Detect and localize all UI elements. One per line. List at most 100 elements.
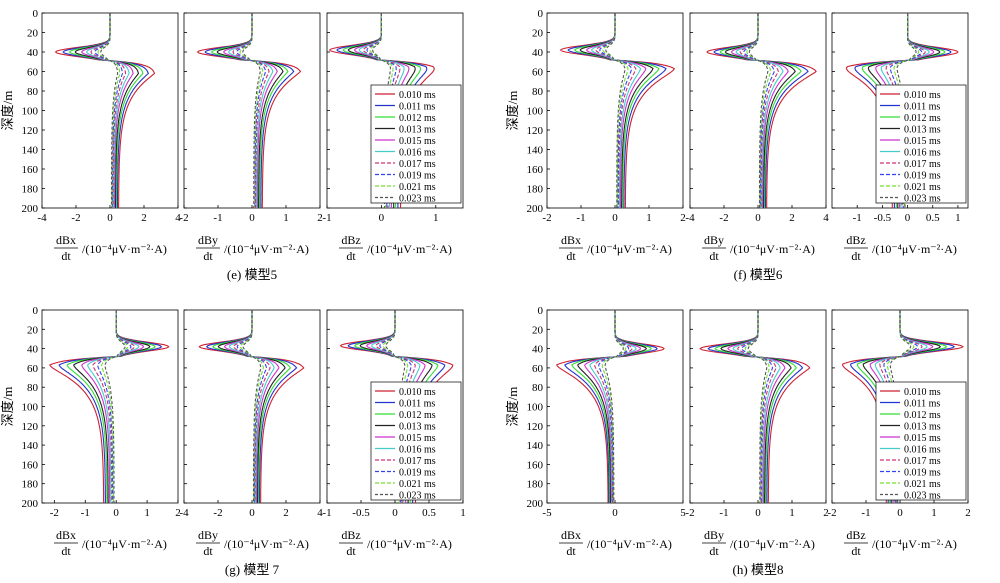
y-tick-label: 100 <box>22 402 39 414</box>
x-axis-label-unit: /(10⁻⁴μV·m⁻²·A) <box>587 537 672 551</box>
x-axis-label-unit: /(10⁻⁴μV·m⁻²·A) <box>224 537 309 551</box>
y-tick-label: 0 <box>538 8 544 20</box>
x-axis-label-numerator: dBz <box>341 528 360 542</box>
x-axis-label-numerator: dBx <box>56 528 76 542</box>
y-tick-label: 120 <box>527 125 544 137</box>
subplot-6: -1 -0.5 0 0.5 1 0.010 ms0.011 ms0.012 ms0.013… <box>831 12 969 263</box>
x-tick-label: -0.5 <box>874 212 892 224</box>
y-tick-label: 40 <box>27 47 39 59</box>
legend-label: 0.013 ms <box>399 422 436 433</box>
legend-label: 0.017 ms <box>399 456 436 467</box>
series-line <box>85 13 130 208</box>
series-line <box>233 310 271 503</box>
series-line <box>604 310 624 503</box>
x-tick-label: 1 <box>955 212 961 224</box>
legend-label: 0.012 ms <box>399 410 436 421</box>
legend-label: 0.011 ms <box>399 399 435 410</box>
legend-label: 0.015 ms <box>904 136 941 147</box>
series-line <box>97 310 132 503</box>
y-tick-label: 140 <box>527 145 544 157</box>
series-line <box>104 310 126 503</box>
x-axis-label-numerator: dBz <box>341 233 360 247</box>
series-line <box>92 310 136 503</box>
x-tick-label: -2 <box>542 212 551 224</box>
x-tick-label: -2 <box>71 212 80 224</box>
y-tick-label: 200 <box>22 203 39 215</box>
y-tick-label: 180 <box>22 184 39 196</box>
plot-frame <box>183 309 321 504</box>
x-axis-label-denominator: dt <box>61 544 71 558</box>
legend-label: 0.012 ms <box>904 410 941 421</box>
x-axis-label-denominator: dt <box>203 249 213 263</box>
x-tick-label: 2 <box>283 507 289 519</box>
y-tick-label: 40 <box>532 344 544 356</box>
y-tick-label: 40 <box>532 47 544 59</box>
legend-label: 0.016 ms <box>904 445 941 456</box>
series-line <box>741 310 774 503</box>
series-line <box>748 13 769 208</box>
x-tick-label: 1 <box>283 212 289 224</box>
y-tick-label: 0 <box>538 305 544 317</box>
y-tick-label: 140 <box>22 145 39 157</box>
legend-label: 0.011 ms <box>399 102 435 113</box>
x-tick-label: -4 <box>685 212 695 224</box>
y-tick-label: 200 <box>22 498 39 510</box>
x-axis-label-denominator: dt <box>851 544 861 558</box>
series-line <box>724 13 796 208</box>
legend-label: 0.021 ms <box>904 182 941 193</box>
series-line <box>223 13 278 208</box>
series-line <box>94 13 124 208</box>
subplot-2: -2 -1 0 1 2 dBy dt /(10⁻⁴μV·m⁻²·A) <box>179 12 323 263</box>
legend-label: 0.015 ms <box>399 136 436 147</box>
x-axis-label-denominator: dt <box>346 249 356 263</box>
x-tick-label: 0 <box>107 212 113 224</box>
legend-label: 0.019 ms <box>904 171 941 182</box>
series-line <box>737 310 777 503</box>
y-tick-label: 0 <box>33 8 39 20</box>
series-line <box>739 13 780 208</box>
subplot-11: -2 -1 0 1 2 dBy dt /(10⁻⁴μV·m⁻²·A) <box>685 309 829 558</box>
x-tick-label: -1 <box>861 507 870 519</box>
legend-label: 0.010 ms <box>399 387 436 398</box>
x-tick-label: -1 <box>322 507 331 519</box>
subplot-3: -1 0 10.010 ms0.011 ms0.012 ms0.013 ms0.01… <box>322 12 464 263</box>
subplot-8: -4 -2 0 2 4 dBy dt /(10⁻⁴μV·m⁻²·A) <box>179 309 323 558</box>
legend-label: 0.015 ms <box>904 433 941 444</box>
legend-box <box>370 381 462 501</box>
y-tick-label: 100 <box>22 106 39 118</box>
y-tick-label: 20 <box>27 324 39 336</box>
subplot-4: -2 -1 0 1 2020406080100120140160180200深度/mdB… <box>505 8 686 263</box>
series-line <box>242 310 262 503</box>
legend-label: 0.019 ms <box>399 468 436 479</box>
legend-label: 0.010 ms <box>399 90 436 101</box>
x-tick-label: 0 <box>249 507 255 519</box>
subfigure-caption: (h) 模型8 <box>733 562 784 577</box>
series-line <box>212 310 291 503</box>
x-tick-label: -1 <box>719 507 728 519</box>
series-line <box>720 310 792 503</box>
y-tick-label: 120 <box>22 421 39 433</box>
x-axis-label-unit: /(10⁻⁴μV·m⁻²·A) <box>82 242 167 256</box>
legend-label: 0.012 ms <box>904 113 941 124</box>
series-line <box>732 310 781 503</box>
x-axis-label-numerator: dBz <box>846 233 865 247</box>
x-tick-label: 1 <box>433 212 439 224</box>
x-axis-label-numerator: dBy <box>704 233 724 247</box>
legend-label: 0.019 ms <box>399 171 436 182</box>
series-line <box>205 310 298 503</box>
x-axis-label-unit: /(10⁻⁴μV·m⁻²·A) <box>587 242 672 256</box>
series-line <box>735 13 784 208</box>
series-line <box>727 310 786 503</box>
y-tick-label: 60 <box>532 363 544 375</box>
legend-label: 0.023 ms <box>904 194 941 205</box>
x-axis-label-denominator: dt <box>61 249 71 263</box>
series-line <box>81 13 134 208</box>
series-line <box>605 13 626 208</box>
y-axis-label: 深度/m <box>0 91 15 131</box>
legend-label: 0.017 ms <box>399 159 436 170</box>
legend-label: 0.015 ms <box>399 433 436 444</box>
series-line <box>730 13 789 208</box>
subfigure-caption: (e) 模型5 <box>227 267 277 282</box>
x-tick-label: 2 <box>823 507 829 519</box>
series-line <box>227 13 274 208</box>
